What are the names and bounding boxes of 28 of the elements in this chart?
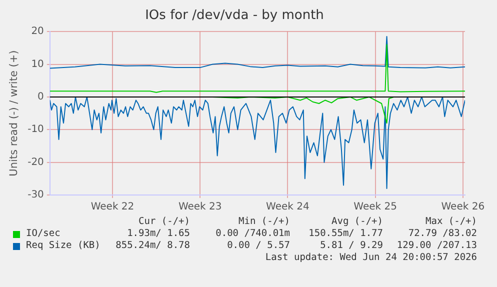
y-tick-label: -10 — [28, 124, 44, 136]
text: 0.00 /740.01m — [216, 228, 290, 239]
text: 72.79 /83.02 — [408, 228, 477, 239]
y-tick-label: 10 — [31, 58, 44, 70]
text: 150.55m/ 1.77 — [308, 228, 383, 239]
x-tick-label: Week 25 — [354, 202, 397, 213]
legend-label: Req Size (KB) — [26, 240, 100, 251]
y-tick-label: 20 — [31, 26, 44, 38]
text: Max (-/+) — [426, 216, 477, 227]
text: Min (-/+) — [238, 216, 290, 227]
x-tick-label: Week 23 — [178, 202, 222, 213]
x-tick-label: Week 22 — [90, 202, 134, 213]
x-tick-label: Week 26 — [441, 202, 485, 213]
text: 0.00 / 5.57 — [227, 240, 290, 251]
y-axis-title: Units read (-) / write (+) — [8, 50, 20, 176]
text: 1.93m/ 1.65 — [127, 228, 190, 239]
text: 129.00 /207.13 — [396, 240, 477, 251]
y-tick-label: 0 — [38, 92, 44, 103]
chart-title: IOs for /dev/vda - by month — [145, 8, 324, 24]
y-tick-label: -20 — [28, 156, 44, 168]
text: 855.24m/ 8.78 — [116, 240, 190, 251]
text: Last update: Wed Jun 24 20:00:57 2026 — [265, 252, 477, 263]
text: 5.81 / 9.29 — [320, 240, 383, 251]
x-tick-label: Week 24 — [266, 202, 310, 213]
legend-label: IO/sec — [26, 228, 60, 239]
text: Avg (-/+) — [332, 216, 383, 227]
y-tick-label: -30 — [28, 190, 44, 201]
text: Cur (-/+) — [138, 216, 190, 227]
